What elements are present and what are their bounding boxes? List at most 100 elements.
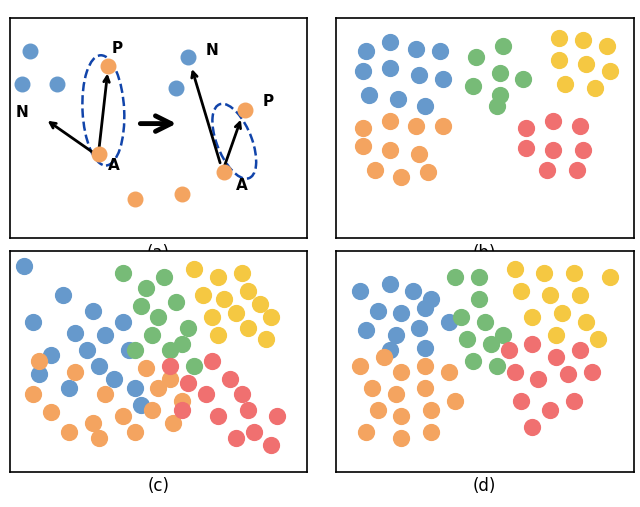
Text: A: A: [236, 178, 248, 193]
Text: P: P: [262, 94, 274, 109]
Point: [177, 190, 188, 198]
Point: [88, 306, 98, 314]
Point: [497, 331, 508, 339]
Point: [385, 280, 395, 288]
Point: [420, 384, 430, 392]
Point: [396, 309, 406, 317]
Point: [575, 122, 585, 130]
Point: [412, 122, 422, 130]
Point: [560, 80, 570, 88]
Point: [358, 124, 368, 132]
Point: [545, 291, 556, 299]
Point: [129, 384, 140, 392]
Point: [26, 47, 36, 55]
Point: [165, 346, 175, 354]
Point: [358, 66, 368, 75]
Point: [369, 166, 380, 174]
Point: [396, 434, 406, 443]
Point: [219, 296, 229, 304]
Point: [17, 80, 27, 88]
Point: [165, 375, 175, 383]
Point: [385, 117, 395, 125]
Point: [207, 313, 217, 321]
Point: [468, 357, 478, 365]
Point: [602, 43, 612, 51]
Point: [237, 390, 247, 399]
Point: [118, 412, 128, 420]
Point: [35, 357, 45, 365]
Point: [578, 146, 588, 154]
Point: [189, 361, 199, 370]
Point: [154, 313, 164, 321]
Point: [141, 364, 152, 372]
Point: [237, 269, 247, 277]
Point: [355, 361, 365, 370]
Point: [154, 384, 164, 392]
Point: [372, 306, 383, 314]
Point: [189, 265, 199, 273]
Point: [542, 166, 552, 174]
Point: [147, 406, 157, 414]
Point: [450, 273, 460, 281]
Point: [438, 122, 448, 130]
Point: [572, 166, 582, 174]
Point: [456, 313, 466, 321]
Point: [578, 35, 588, 44]
Point: [522, 144, 532, 152]
Point: [557, 309, 567, 317]
Point: [136, 402, 146, 410]
Point: [243, 324, 253, 332]
Point: [124, 346, 134, 354]
Point: [408, 286, 419, 295]
Point: [468, 82, 478, 90]
Point: [414, 71, 424, 79]
Point: [171, 298, 181, 306]
Point: [396, 412, 406, 420]
Point: [266, 313, 276, 321]
X-axis label: (a): (a): [147, 244, 170, 262]
Point: [243, 406, 253, 414]
Point: [593, 335, 603, 343]
Point: [260, 335, 271, 343]
Point: [412, 45, 422, 53]
Point: [147, 331, 157, 339]
Point: [492, 102, 502, 110]
Point: [480, 317, 490, 325]
Point: [358, 141, 368, 150]
Point: [273, 412, 283, 420]
Point: [396, 368, 406, 376]
Point: [396, 172, 406, 180]
Point: [590, 84, 600, 92]
Point: [554, 33, 564, 42]
Point: [177, 340, 188, 348]
Point: [19, 262, 29, 270]
Point: [444, 368, 454, 376]
Point: [239, 106, 250, 115]
Point: [361, 327, 371, 335]
Point: [355, 286, 365, 295]
Point: [212, 412, 223, 420]
Point: [225, 375, 235, 383]
Point: [230, 309, 241, 317]
Point: [207, 357, 217, 365]
Point: [159, 273, 170, 281]
Point: [605, 273, 615, 281]
Point: [367, 384, 377, 392]
X-axis label: (b): (b): [473, 244, 497, 262]
Text: A: A: [108, 158, 120, 173]
Point: [109, 375, 119, 383]
Point: [177, 397, 188, 405]
Point: [548, 117, 558, 125]
Point: [426, 296, 436, 304]
Point: [129, 346, 140, 354]
Point: [495, 91, 505, 99]
Point: [183, 379, 193, 387]
Point: [141, 284, 152, 293]
Point: [414, 151, 424, 159]
Point: [522, 124, 532, 132]
Point: [88, 419, 98, 427]
Point: [492, 361, 502, 370]
Point: [423, 168, 433, 176]
Point: [539, 269, 549, 277]
Point: [361, 47, 371, 55]
